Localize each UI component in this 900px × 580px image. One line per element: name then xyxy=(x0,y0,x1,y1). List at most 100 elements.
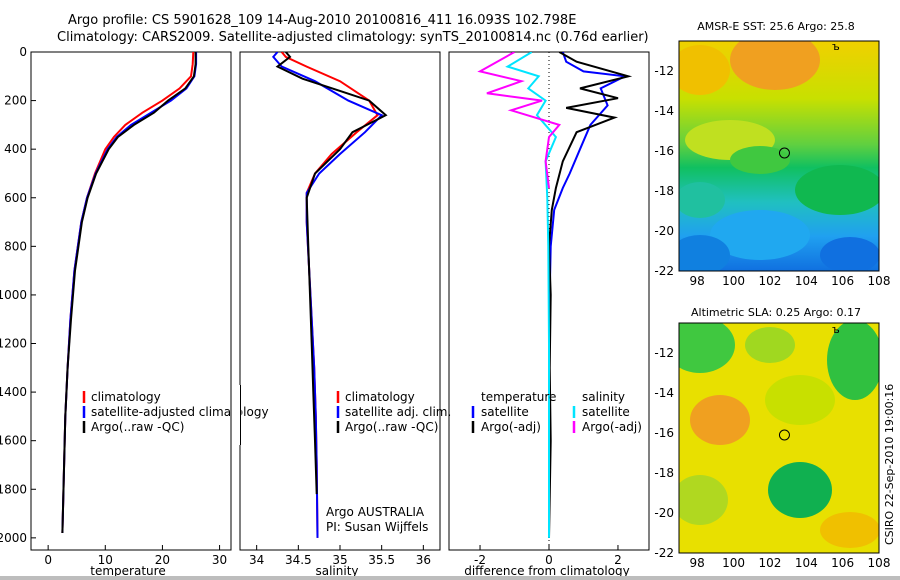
xtick-label-2-2: 2 xyxy=(614,553,622,567)
sla-xtick-label-4: 106 xyxy=(831,556,854,570)
sst-deep-blue-patch-2 xyxy=(820,237,879,271)
sla-ytick-label-0: -12 xyxy=(654,346,674,360)
sst-ytick-label-4: -20 xyxy=(654,224,674,238)
temperature-series-group xyxy=(61,52,198,534)
temperature-xlabel: temperature xyxy=(90,564,165,578)
xtick-label-1-4: 36 xyxy=(416,553,431,567)
sla-green-patch xyxy=(679,323,735,373)
sst-deep-blue-patch xyxy=(679,235,730,271)
sla-xtick-label-2: 102 xyxy=(758,556,781,570)
difference-legend: temperature satellite Argo(-adj) salinit… xyxy=(471,390,642,434)
xtick-label-2-1: 0 xyxy=(545,553,553,567)
sst-map-frame xyxy=(678,40,880,272)
sla-ytick-label-2: -16 xyxy=(654,426,674,440)
sla-xtick-label-5: 108 xyxy=(868,556,891,570)
legend-label-climatology: climatology xyxy=(91,390,161,404)
legend-label-argo: Argo(..raw -QC) xyxy=(91,420,184,434)
header-line-2: Climatology: CARS2009. Satellite-adjuste… xyxy=(57,30,649,45)
legend-label-sal-satellite: satellite xyxy=(582,405,630,419)
xtick-label-0-0: 0 xyxy=(44,553,52,567)
sla-ytick-label-5: -22 xyxy=(654,546,674,560)
series-line-1-0 xyxy=(280,52,379,538)
temperature-legend: climatology satellite-adjusted climatolo… xyxy=(82,390,269,434)
legend-label-temp-argo: Argo(-adj) xyxy=(481,420,541,434)
xtick-label-1-1: 34.5 xyxy=(285,553,312,567)
sla-argo-marker xyxy=(778,429,790,441)
legend-label-temp-satellite: satellite xyxy=(481,405,529,419)
sst-ytick-label-5: -22 xyxy=(654,264,674,278)
sla-green-patch-2 xyxy=(827,323,879,400)
sst-xtick-label-2: 102 xyxy=(758,274,781,288)
xtick-label-2-0: -2 xyxy=(474,553,486,567)
legend-header-salinity: salinity xyxy=(582,390,625,404)
ytick-label-3: 600 xyxy=(4,191,27,205)
sst-green-patch-2 xyxy=(795,165,879,215)
difference-series-group xyxy=(477,52,633,538)
sst-map-field xyxy=(679,41,879,271)
sst-warm-patch xyxy=(730,41,820,90)
sst-xtick-label-0: 98 xyxy=(690,274,705,288)
sla-xtick-label-1: 100 xyxy=(722,556,745,570)
sst-ytick-label-0: -12 xyxy=(654,64,674,78)
legend-overflow-mask xyxy=(231,385,242,445)
salinity-annotation-line-2: PI: Susan Wijffels xyxy=(326,520,428,534)
series-line-2-2 xyxy=(505,52,558,538)
ytick-label-2: 400 xyxy=(4,142,27,156)
sst-xtick-label-1: 100 xyxy=(722,274,745,288)
sla-map-title: Altimetric SLA: 0.25 Argo: 0.17 xyxy=(691,306,861,319)
window-bottom-border xyxy=(0,576,900,580)
sla-lime-patch-2 xyxy=(765,375,835,425)
sla-xtick-label-0: 98 xyxy=(690,556,705,570)
sst-ytick-label-2: -16 xyxy=(654,144,674,158)
sst-ytick-label-1: -14 xyxy=(654,104,674,118)
legend-header-temperature: temperature xyxy=(481,390,556,404)
series-line-2-3 xyxy=(477,52,562,189)
legend-label-sal-argo: Argo(-adj) xyxy=(582,420,642,434)
ytick-label-0: 0 xyxy=(19,45,27,59)
xtick-label-1-0: 34 xyxy=(249,553,264,567)
series-line-0-1 xyxy=(61,52,198,534)
temperature-panel-frame xyxy=(30,51,232,551)
ytick-label-7: 1400 xyxy=(0,385,27,399)
sla-lime-patch-3 xyxy=(679,475,728,525)
series-line-1-2 xyxy=(275,52,388,495)
sla-warm-patch xyxy=(820,512,879,548)
sla-ytick-label-4: -20 xyxy=(654,506,674,520)
sst-xtick-label-5: 108 xyxy=(868,274,891,288)
ytick-label-8: 1600 xyxy=(0,434,27,448)
ytick-label-4: 800 xyxy=(4,239,27,253)
salinity-annotation-line-1: Argo AUSTRALIA xyxy=(326,505,425,519)
salinity-xlabel: salinity xyxy=(315,564,358,578)
sst-xtick-label-3: 104 xyxy=(795,274,818,288)
axis-ticks-group: 0 10 20 30020040060080010001200140016001800… xyxy=(0,45,890,570)
sla-map-field xyxy=(679,323,879,553)
xtick-label-0-3: 30 xyxy=(212,553,227,567)
xtick-label-0-1: 10 xyxy=(98,553,113,567)
series-line-1-1 xyxy=(271,52,384,538)
legend-label-argo: Argo(..raw -QC) xyxy=(345,420,438,434)
legend-label-satellite-adj: satellite adj. clim. xyxy=(345,405,451,419)
sst-map-title: AMSR-E SST: 25.6 Argo: 25.8 xyxy=(697,20,855,33)
sst-warm-patch-2 xyxy=(679,45,730,95)
salinity-legend: climatology satellite adj. clim. Argo(..… xyxy=(326,390,451,534)
salinity-panel-frame xyxy=(239,51,441,551)
sst-xtick-label-4: 106 xyxy=(831,274,854,288)
ytick-label-5: 1000 xyxy=(0,288,27,302)
sst-ytick-label-3: -18 xyxy=(654,184,674,198)
legend-label-climatology: climatology xyxy=(345,390,415,404)
series-line-2-1 xyxy=(547,52,633,538)
sla-green-patch-3 xyxy=(768,462,832,518)
sst-map-north-mark: ъ xyxy=(832,40,840,53)
sst-cyan-patch xyxy=(679,182,725,218)
difference-xlabel: difference from climatology xyxy=(464,564,630,578)
sst-argo-marker xyxy=(778,147,790,159)
ytick-label-10: 2000 xyxy=(0,531,27,545)
ytick-label-1: 200 xyxy=(4,94,27,108)
sla-ytick-label-3: -18 xyxy=(654,466,674,480)
sst-green-patch xyxy=(730,146,790,174)
xtick-label-1-3: 35.5 xyxy=(368,553,395,567)
header-line-1: Argo profile: CS 5901628_109 14-Aug-2010… xyxy=(68,13,576,28)
ytick-label-6: 1200 xyxy=(0,337,27,351)
series-line-0-2 xyxy=(61,52,197,534)
